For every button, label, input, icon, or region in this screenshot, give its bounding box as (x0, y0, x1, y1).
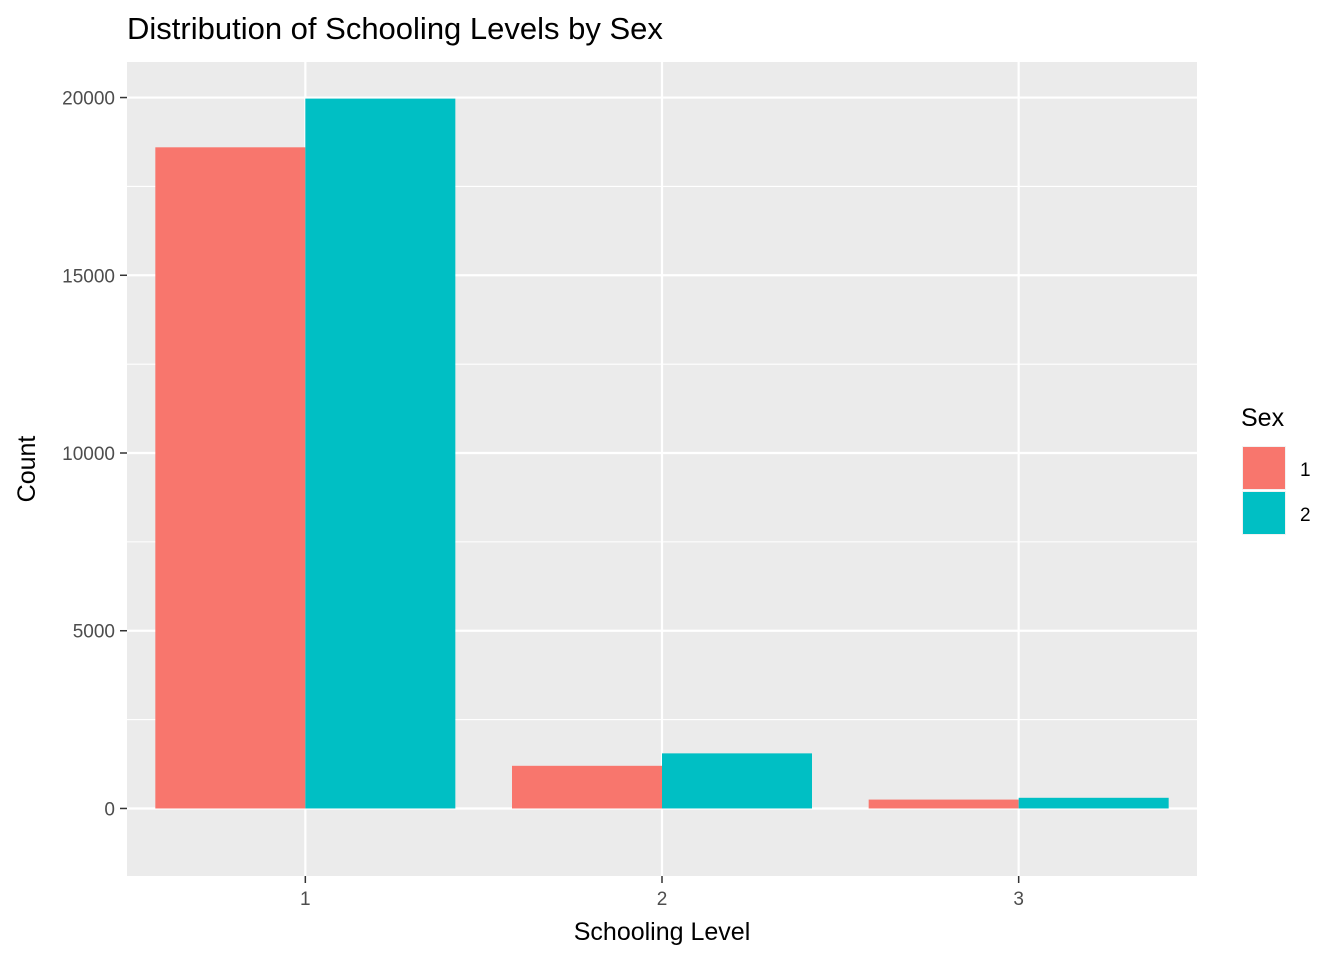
y-axis: 0 5000 10000 15000 20000 (62, 89, 127, 820)
chart-title: Distribution of Schooling Levels by Sex (127, 11, 663, 46)
bar-series-2-cat-2 (662, 753, 812, 809)
y-axis-title: Count (13, 436, 41, 503)
legend-title: Sex (1241, 404, 1285, 432)
bar-series-2-cat-1 (305, 98, 456, 809)
legend-label: 1 (1300, 460, 1311, 481)
bar-series-1-cat-3 (868, 799, 1019, 809)
x-axis-title: Schooling Level (574, 918, 751, 946)
x-tick-label: 2 (657, 889, 668, 910)
x-tick-label: 1 (300, 889, 311, 910)
x-axis: 1 2 3 (300, 876, 1024, 910)
bars (155, 98, 1169, 809)
bar-series-1-cat-2 (512, 765, 662, 809)
bar-series-1-cat-1 (155, 147, 306, 809)
x-tick-label: 3 (1013, 889, 1024, 910)
legend-swatch-1 (1243, 447, 1285, 489)
y-tick-label: 0 (104, 799, 115, 820)
legend: Sex 1 2 (1241, 404, 1311, 535)
bar-series-2-cat-3 (1018, 797, 1169, 809)
y-tick-label: 10000 (62, 444, 115, 465)
y-tick-label: 20000 (62, 89, 115, 110)
legend-label: 2 (1300, 505, 1311, 526)
legend-swatch-2 (1243, 492, 1285, 534)
y-tick-label: 5000 (73, 622, 115, 643)
y-tick-label: 15000 (62, 266, 115, 287)
